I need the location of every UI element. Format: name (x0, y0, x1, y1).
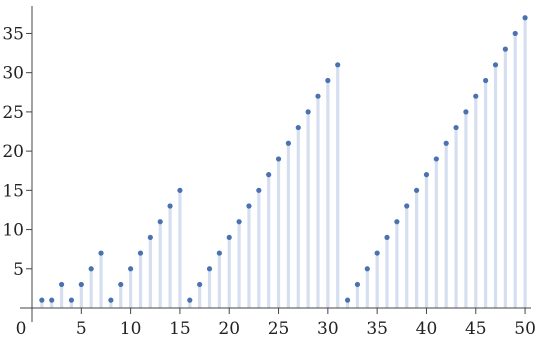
ticks-layer: 0 5 10 15 20 25 30 35 40 45 50 5 10 15 20 25 30 35 (2, 24, 535, 337)
x-tick-label-30: 30 (317, 319, 339, 337)
data-point-25 (275, 156, 282, 162)
data-point-26 (285, 140, 292, 146)
x-tick-label-0: 0 (16, 319, 27, 337)
data-point-1 (39, 297, 45, 303)
data-point-10 (128, 266, 134, 272)
data-point-31 (335, 62, 341, 68)
data-point-34 (364, 266, 370, 272)
data-point-22 (246, 203, 252, 209)
data-point-24 (266, 172, 272, 178)
data-point-6 (88, 266, 94, 272)
data-point-35 (374, 250, 380, 256)
data-point-21 (236, 219, 242, 225)
x-tick-label-50: 50 (514, 319, 535, 337)
stems-layer (40, 17, 527, 308)
x-tick-label-45: 45 (465, 319, 487, 337)
data-point-30 (325, 77, 331, 84)
data-point-14 (167, 203, 173, 209)
data-point-5 (78, 281, 84, 288)
x-tick-label-40: 40 (416, 319, 438, 337)
data-point-12 (147, 234, 153, 241)
data-point-3 (58, 281, 65, 288)
data-point-47 (492, 62, 499, 68)
data-point-19 (216, 250, 222, 256)
data-point-50 (522, 15, 528, 21)
data-point-7 (98, 250, 104, 256)
data-point-40 (423, 172, 430, 178)
data-point-17 (197, 281, 203, 288)
data-point-43 (453, 124, 459, 131)
y-tick-label-30: 30 (2, 64, 24, 84)
data-point-36 (384, 234, 390, 241)
data-point-42 (443, 140, 449, 146)
data-point-28 (305, 109, 311, 115)
data-point-29 (315, 93, 321, 99)
data-point-49 (512, 30, 518, 37)
data-point-11 (137, 250, 144, 256)
data-point-15 (177, 187, 183, 193)
data-point-37 (394, 219, 400, 225)
data-point-13 (157, 219, 163, 225)
axes-layer (20, 6, 531, 322)
data-point-27 (295, 124, 301, 131)
data-point-4 (68, 297, 75, 303)
data-point-33 (354, 281, 361, 288)
data-point-8 (108, 297, 114, 303)
data-point-16 (187, 297, 193, 303)
y-tick-label-20: 20 (2, 142, 24, 162)
y-tick-label-10: 10 (2, 221, 24, 241)
x-tick-label-15: 15 (169, 319, 191, 337)
data-point-45 (473, 93, 479, 99)
y-tick-label-5: 5 (13, 260, 24, 280)
x-tick-label-25: 25 (268, 319, 290, 337)
data-point-46 (483, 77, 489, 84)
x-tick-label-20: 20 (218, 319, 240, 337)
y-tick-label-25: 25 (2, 103, 24, 123)
data-point-23 (256, 187, 262, 193)
data-point-20 (226, 234, 232, 241)
data-point-39 (414, 187, 420, 193)
data-point-41 (433, 156, 439, 162)
x-tick-label-35: 35 (366, 319, 388, 337)
points-layer (39, 15, 528, 303)
data-point-2 (49, 297, 55, 303)
data-point-32 (344, 297, 351, 303)
data-point-44 (463, 109, 469, 115)
data-point-9 (118, 281, 124, 288)
data-point-48 (502, 46, 508, 52)
y-tick-label-35: 35 (2, 24, 24, 44)
y-tick-label-15: 15 (2, 181, 24, 201)
data-point-38 (404, 203, 410, 209)
data-point-18 (206, 266, 213, 272)
x-tick-label-5: 5 (76, 319, 87, 337)
x-tick-label-10: 10 (120, 319, 142, 337)
